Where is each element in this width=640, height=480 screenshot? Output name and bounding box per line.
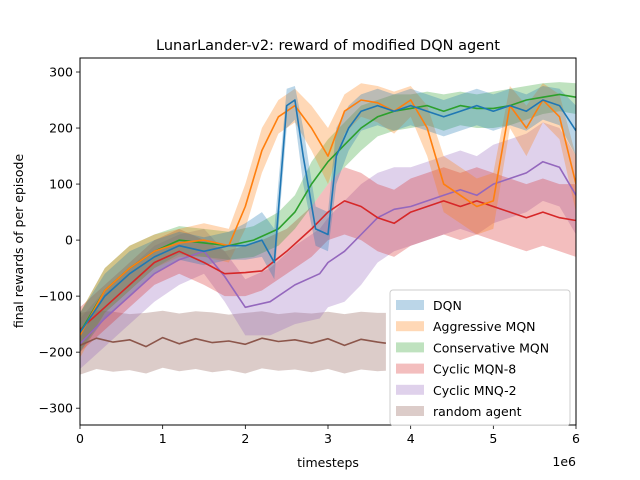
plot-area [79, 57, 577, 426]
legend-frame [389, 289, 571, 426]
legend-swatch-aggressive-mqn [396, 321, 424, 332]
x-tick-label: 4 [407, 431, 415, 446]
x-axis-ticks: 0 1 2 3 4 5 6 [76, 425, 580, 446]
y-tick-label: −300 [39, 401, 73, 416]
conservative-mqn-band [80, 82, 576, 353]
y-tick-label: −200 [39, 345, 73, 360]
conservative-mqn-line [80, 93, 576, 333]
legend-swatch-dqn [396, 300, 424, 310]
dqn-line [80, 99, 576, 333]
legend: DQN Aggressive MQN Conservative MQN Cyclic … [389, 289, 571, 426]
series-lines [80, 93, 576, 348]
legend-label-conservative-mqn: Conservative MQN [433, 340, 549, 355]
legend-swatch-cyclic-mqn-8 [396, 363, 424, 374]
y-tick-label: 0 [65, 233, 73, 248]
cyclic-mqn-8-band [80, 167, 576, 353]
aggressive-mqn-line [80, 99, 576, 336]
legend-swatch-random-agent [396, 406, 424, 416]
x-axis-label: timesteps [297, 455, 359, 470]
x-tick-label: 6 [572, 431, 580, 446]
y-tick-label: 100 [49, 177, 73, 192]
x-tick-label: 3 [324, 431, 332, 446]
legend-label-cyclic-mqn-8: Cyclic MQN-8 [433, 362, 516, 377]
legend-swatch-conservative-mqn [396, 342, 424, 353]
dqn-band [80, 86, 576, 353]
y-tick-label: 300 [49, 65, 73, 80]
x-axis-offset-label: 1e6 [552, 454, 576, 469]
random-agent-line [80, 336, 387, 348]
x-tick-label: 0 [76, 431, 84, 446]
y-axis-ticks: −300 −200 −100 0 100 200 300 [39, 65, 80, 416]
x-tick-label: 5 [489, 431, 497, 446]
cyclic-mnq-2-line [80, 160, 576, 345]
legend-label-aggressive-mqn: Aggressive MQN [433, 319, 536, 334]
legend-label-cyclic-mnq-2: Cyclic MNQ-2 [433, 383, 517, 398]
legend-swatch-cyclic-mnq-2 [396, 384, 424, 395]
legend-label-random-agent: random agent [433, 404, 522, 419]
x-tick-label: 2 [241, 431, 249, 446]
legend-label-dqn: DQN [433, 298, 462, 313]
chart-title: LunarLander-v2: reward of modified DQN a… [156, 38, 500, 54]
y-axis-label: final rewards of per episode [11, 154, 26, 329]
cyclic-mnq-2-band [80, 122, 576, 370]
y-tick-label: −100 [39, 289, 73, 304]
cyclic-mqn-8-line [80, 200, 576, 331]
x-tick-label: 1 [159, 431, 167, 446]
y-tick-label: 200 [49, 121, 73, 136]
